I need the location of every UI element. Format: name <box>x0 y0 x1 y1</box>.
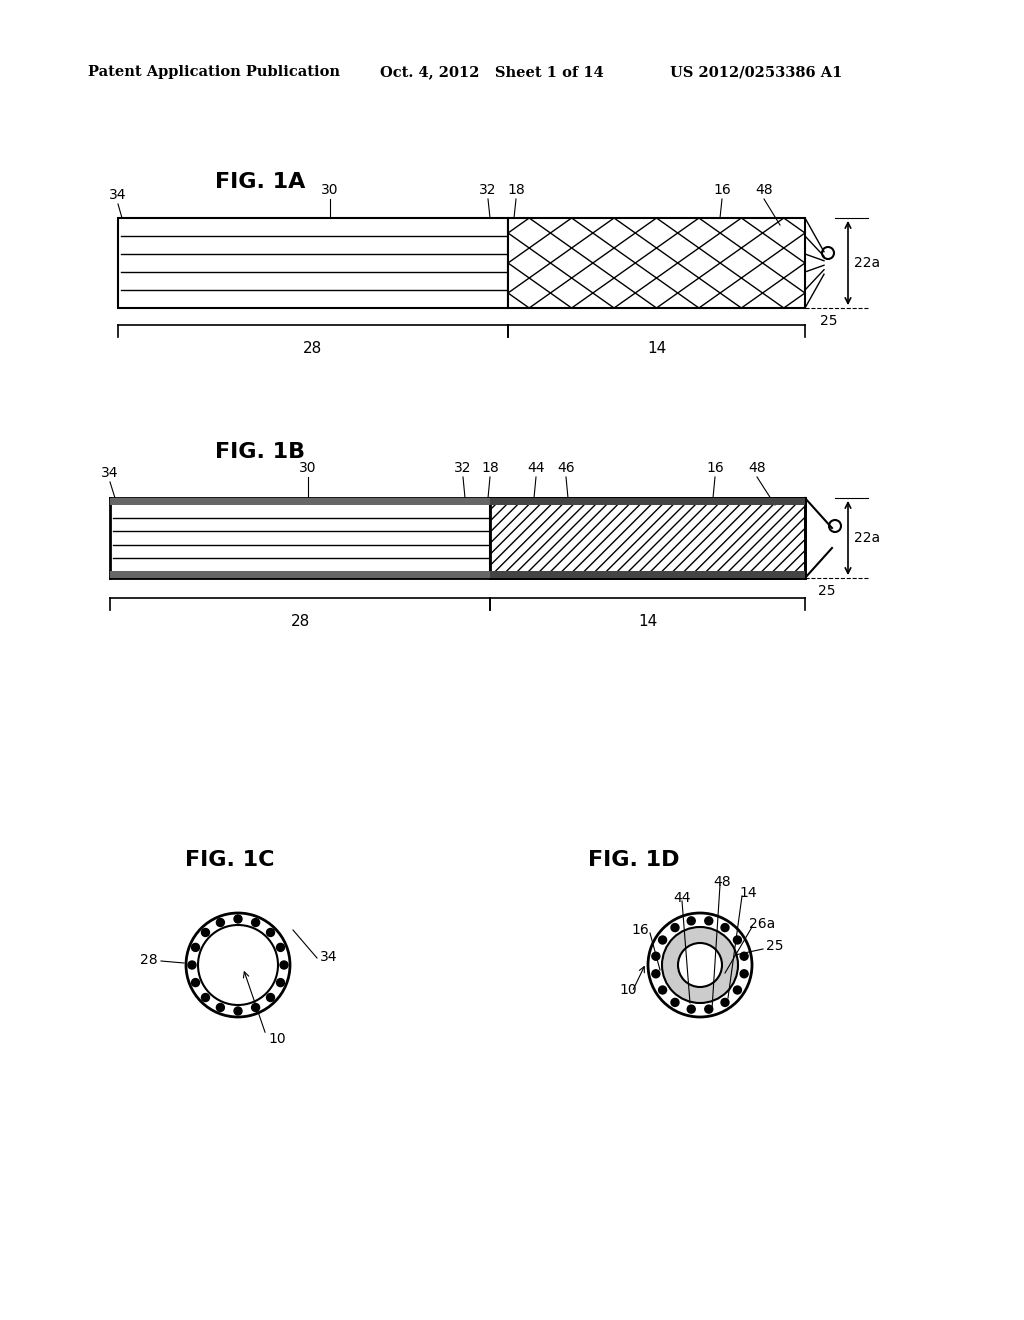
Text: 28: 28 <box>291 614 309 630</box>
Text: 16: 16 <box>631 923 649 937</box>
Text: 30: 30 <box>322 183 339 197</box>
Circle shape <box>202 928 210 936</box>
Text: 26a: 26a <box>749 917 775 931</box>
Circle shape <box>658 936 667 944</box>
Text: 48: 48 <box>713 875 731 888</box>
Text: FIG. 1B: FIG. 1B <box>215 442 305 462</box>
Text: 22a: 22a <box>854 531 880 545</box>
Circle shape <box>658 986 667 994</box>
Circle shape <box>266 994 274 1002</box>
Text: Patent Application Publication: Patent Application Publication <box>88 65 340 79</box>
Text: US 2012/0253386 A1: US 2012/0253386 A1 <box>670 65 843 79</box>
Text: 14: 14 <box>739 886 757 900</box>
Circle shape <box>191 978 200 986</box>
Circle shape <box>652 952 659 960</box>
Circle shape <box>276 944 285 952</box>
Text: 10: 10 <box>620 983 637 997</box>
Circle shape <box>671 998 679 1006</box>
Circle shape <box>202 994 210 1002</box>
Text: 16: 16 <box>707 461 724 475</box>
Bar <box>118 218 508 308</box>
Circle shape <box>234 1007 242 1015</box>
Text: 48: 48 <box>755 183 773 197</box>
Text: 44: 44 <box>527 461 545 475</box>
Circle shape <box>721 924 729 932</box>
Circle shape <box>687 917 695 925</box>
Circle shape <box>740 970 749 978</box>
Circle shape <box>733 936 741 944</box>
Text: FIG. 1D: FIG. 1D <box>588 850 680 870</box>
Text: 30: 30 <box>299 461 316 475</box>
Circle shape <box>216 1003 224 1011</box>
Text: Oct. 4, 2012   Sheet 1 of 14: Oct. 4, 2012 Sheet 1 of 14 <box>380 65 604 79</box>
Text: 32: 32 <box>479 183 497 197</box>
Circle shape <box>705 917 713 925</box>
Text: 14: 14 <box>638 614 657 630</box>
Text: 34: 34 <box>319 950 338 964</box>
Text: 10: 10 <box>268 1032 286 1045</box>
Text: 46: 46 <box>557 461 574 475</box>
Circle shape <box>252 919 260 927</box>
Circle shape <box>252 1003 260 1011</box>
Text: 34: 34 <box>110 187 127 202</box>
Text: 16: 16 <box>713 183 731 197</box>
Circle shape <box>188 961 196 969</box>
Circle shape <box>234 915 242 923</box>
Circle shape <box>705 1005 713 1014</box>
Text: 28: 28 <box>140 953 158 968</box>
Bar <box>110 498 490 506</box>
Text: 22a: 22a <box>854 256 880 271</box>
Text: 25: 25 <box>818 583 836 598</box>
Circle shape <box>276 978 285 986</box>
Circle shape <box>266 928 274 936</box>
Text: 28: 28 <box>303 341 323 356</box>
Text: 44: 44 <box>673 891 691 906</box>
Circle shape <box>671 924 679 932</box>
Circle shape <box>733 986 741 994</box>
Text: 14: 14 <box>647 341 667 356</box>
Circle shape <box>216 919 224 927</box>
Text: 25: 25 <box>820 314 838 327</box>
Bar <box>110 572 490 578</box>
Circle shape <box>740 952 749 960</box>
Text: 18: 18 <box>507 183 525 197</box>
Circle shape <box>721 998 729 1006</box>
Bar <box>508 218 805 308</box>
Circle shape <box>280 961 288 969</box>
Text: 48: 48 <box>749 461 766 475</box>
Text: 18: 18 <box>481 461 499 475</box>
Text: FIG. 1A: FIG. 1A <box>215 172 305 191</box>
Text: 32: 32 <box>455 461 472 475</box>
Text: 25: 25 <box>766 939 783 953</box>
Bar <box>490 498 805 506</box>
Circle shape <box>687 1005 695 1014</box>
Bar <box>490 572 805 578</box>
Circle shape <box>191 944 200 952</box>
Text: 34: 34 <box>101 466 119 480</box>
Circle shape <box>652 970 659 978</box>
Text: FIG. 1C: FIG. 1C <box>185 850 274 870</box>
Polygon shape <box>662 927 738 1003</box>
Bar <box>490 498 805 578</box>
